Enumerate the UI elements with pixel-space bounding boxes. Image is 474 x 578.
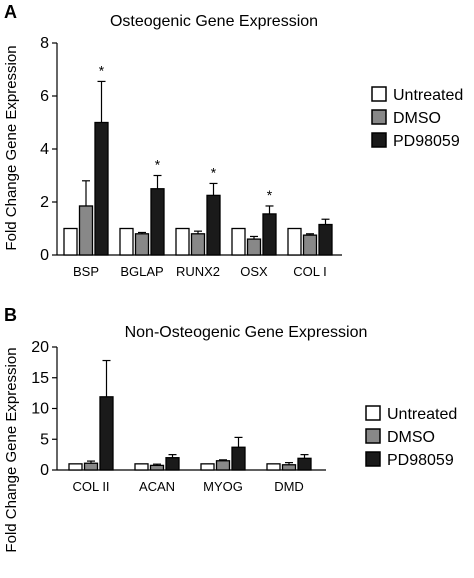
y-tick-label: 0 (40, 462, 49, 479)
chart-title-a: Osteogenic Gene Expression (110, 13, 318, 30)
axes-a: 0 2 4 6 8 BSP BGLAP RUNX2 OSX COL I (40, 35, 342, 279)
bar (94, 121, 109, 256)
legend-label: DMSO (387, 429, 435, 446)
y-axis-label-b: Fold Change Gene Expression (3, 347, 20, 552)
bar (63, 227, 78, 256)
bar (297, 457, 312, 471)
legend-swatch (371, 86, 387, 102)
legend-swatch (365, 451, 381, 467)
legend-swatch (365, 405, 381, 421)
bar (134, 463, 149, 471)
significance-marker: * (267, 187, 273, 203)
bar (165, 457, 180, 471)
bar (262, 213, 277, 256)
x-tick-label: MYOG (203, 479, 243, 494)
bar (206, 194, 221, 256)
bar (246, 238, 262, 256)
y-axis-label-a: Fold Change Gene Expression (3, 45, 20, 250)
legend-swatch (371, 132, 387, 148)
x-tick-label: OSX (240, 264, 268, 279)
chart-title-b: Non-Osteogenic Gene Expression (125, 324, 368, 341)
legend-b: Untreated DMSO PD98059 (365, 405, 457, 469)
bar (175, 227, 190, 256)
bar (231, 227, 246, 256)
panel-letter-a: A (4, 2, 17, 22)
x-tick-label: COL I (293, 264, 326, 279)
significance-marker: * (155, 157, 161, 173)
bar (99, 396, 114, 471)
bar (287, 227, 302, 256)
bar (78, 205, 94, 256)
legend-label: Untreated (393, 87, 463, 104)
x-tick-label: BSP (73, 264, 99, 279)
significance-marker: * (211, 164, 217, 180)
legend-label: PD98059 (387, 452, 454, 469)
y-tick-label: 15 (31, 370, 49, 387)
bar (281, 464, 297, 471)
bar (200, 463, 215, 471)
bar (215, 460, 231, 471)
y-tick-label: 20 (31, 339, 49, 356)
legend-label: DMSO (393, 110, 441, 127)
bar (302, 234, 318, 256)
bar (190, 233, 206, 256)
legend-label: PD98059 (393, 133, 460, 150)
bars-b (68, 359, 312, 471)
y-tick-label: 6 (40, 88, 49, 105)
panel-a: A Osteogenic Gene Expression Fold Change… (3, 2, 463, 279)
x-tick-label: RUNX2 (176, 264, 220, 279)
x-tick-label: ACAN (139, 479, 175, 494)
significance-marker: * (99, 62, 105, 78)
legend-a: Untreated DMSO PD98059 (371, 86, 463, 150)
x-tick-label: BGLAP (120, 264, 163, 279)
y-tick-label: 8 (40, 35, 49, 52)
y-tick-label: 10 (31, 401, 49, 418)
bar (318, 223, 333, 256)
bar (119, 227, 134, 256)
bar (134, 233, 150, 256)
x-tick-label: COL II (72, 479, 109, 494)
y-tick-label: 5 (40, 431, 49, 448)
panel-letter-b: B (4, 305, 17, 325)
bar (149, 464, 165, 471)
y-tick-label: 0 (40, 247, 49, 264)
bar (83, 462, 99, 471)
y-tick-label: 4 (40, 141, 49, 158)
bar (150, 188, 165, 256)
y-tick-label: 2 (40, 194, 49, 211)
axes-b: 0 5 10 15 20 COL II ACAN MYOG DMD (31, 339, 326, 494)
x-tick-label: DMD (274, 479, 304, 494)
bar (266, 463, 281, 471)
panel-b: B Non-Osteogenic Gene Expression Fold Ch… (3, 305, 457, 553)
bar (231, 446, 246, 471)
legend-label: Untreated (387, 406, 457, 423)
legend-swatch (365, 428, 381, 444)
bar (68, 463, 83, 471)
legend-swatch (371, 109, 387, 125)
bars-a: * * * * (63, 62, 333, 256)
